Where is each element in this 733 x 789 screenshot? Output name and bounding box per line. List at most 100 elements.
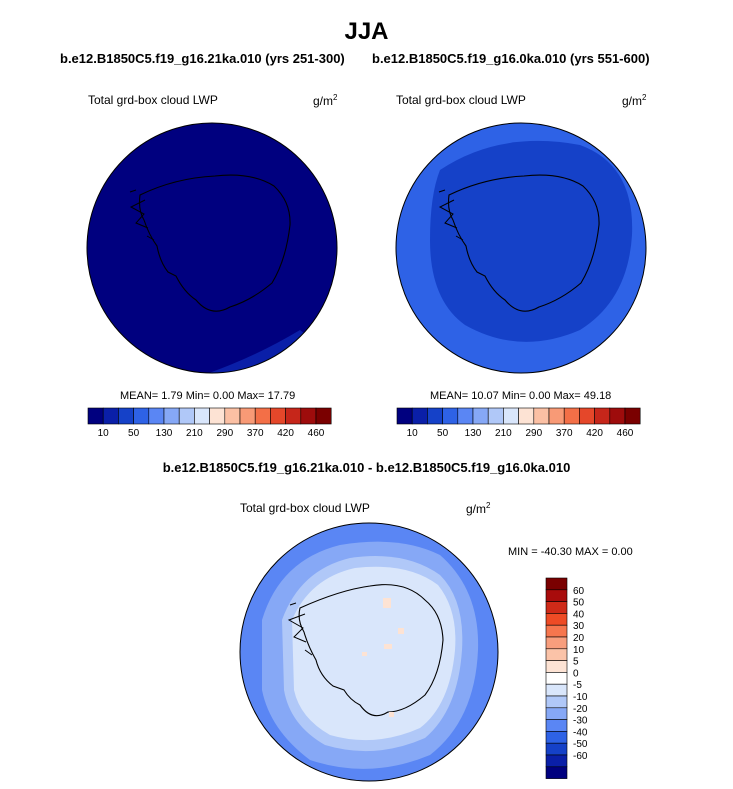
difference-colorbar-tick-label: 0 (573, 668, 579, 679)
panel2-colorbar-tick-label: 420 (586, 428, 603, 439)
panel1-colorbar-swatch (118, 407, 134, 425)
panel2-colorbar-swatch (427, 407, 443, 425)
difference-colorbar-swatch (545, 707, 568, 720)
panel2-colorbar-swatch (487, 407, 504, 425)
panel1-colorbar-swatch (209, 407, 226, 425)
panel1-colorbar-swatch (148, 407, 165, 425)
panel2-colorbar-swatch (518, 407, 535, 425)
panel1-colorbar-tick-label: 10 (98, 428, 110, 439)
difference-colorbar-swatch (545, 754, 568, 768)
panel2-colorbar-swatch (624, 407, 641, 425)
panel2-colorbar-tick-label: 290 (525, 428, 542, 439)
panel1-case-title: b.e12.B1850C5.f19_g16.21ka.010 (yrs 251-… (60, 51, 345, 66)
difference-map (239, 522, 499, 782)
difference-colorbar-tick-label: 5 (573, 657, 579, 668)
panel1-colorbar-tick-label: 210 (186, 428, 203, 439)
difference-colorbar-tick-label: 20 (573, 633, 585, 644)
positive-anomaly-patches (362, 598, 404, 717)
panel2-colorbar-tick-label: 460 (617, 428, 634, 439)
difference-title: b.e12.B1850C5.f19_g16.21ka.010 - b.e12.B… (162, 460, 571, 475)
difference-colorbar-swatch (545, 731, 568, 744)
panel2-map (395, 122, 647, 374)
panel2-colorbar-tick-label: 50 (437, 428, 449, 439)
difference-colorbar-swatch (545, 766, 568, 779)
difference-colorbar-tick-label: 30 (573, 621, 585, 632)
panel1-colorbar-swatch (270, 407, 286, 425)
panel2-colorbar-swatch (563, 407, 580, 425)
panel1-colorbar-swatch (102, 407, 119, 425)
panel1-colorbar-tick-label: 130 (156, 428, 173, 439)
panel1-colorbar-tick-label: 50 (128, 428, 140, 439)
panel1-colorbar-swatch (300, 407, 317, 425)
difference-colorbar-swatch (545, 577, 568, 591)
difference-colorbar-swatch (545, 695, 568, 709)
difference-colorbar-tick-label: 10 (573, 645, 585, 656)
panel2-stats: MEAN= 10.07 Min= 0.00 Max= 49.18 (430, 390, 612, 402)
difference-colorbar-tick-label: -60 (573, 751, 588, 762)
panel1-colorbar-swatch (224, 407, 241, 425)
difference-colorbar-swatch (545, 601, 568, 614)
panel2-colorbar-swatch (411, 407, 428, 425)
difference-colorbar-swatch (545, 742, 568, 756)
diff-units: g/m2 (466, 501, 491, 516)
difference-colorbar-swatch (545, 624, 568, 638)
difference-coastline (298, 584, 444, 717)
panel2-coastline (447, 174, 600, 312)
panel1-colorbar-swatch (239, 407, 256, 425)
difference-colorbar-swatch (545, 589, 568, 602)
panel2-colorbar-swatch (533, 407, 550, 425)
panel2-colorbar-swatch (472, 407, 489, 425)
difference-colorbar-swatch (545, 660, 568, 673)
panel1-variable-label: Total grd-box cloud LWP (88, 93, 218, 107)
panel1-colorbar-tick-label: 420 (277, 428, 294, 439)
difference-colorbar-tick-label: 40 (573, 609, 585, 620)
difference-colorbar-tick-label: -20 (573, 704, 588, 715)
panel2-variable-label: Total grd-box cloud LWP (396, 93, 526, 107)
difference-colorbar-tick-label: 60 (573, 586, 585, 597)
panel1-colorbar-swatch (254, 407, 271, 425)
difference-colorbar-swatch (545, 719, 568, 732)
panel1-colorbar-swatch (315, 407, 332, 425)
panel2-colorbar-swatch (503, 407, 519, 425)
difference-colorbar-swatch (545, 613, 568, 626)
panel1-units: g/m2 (313, 93, 338, 108)
difference-colorbar-swatch (545, 672, 568, 685)
difference-colorbar-tick-label: -40 (573, 727, 588, 738)
panel2-colorbar: 10 50 130 210 290 370 420 460 (396, 407, 641, 439)
figure-title: JJA (344, 18, 389, 45)
diff-variable-label: Total grd-box cloud LWP (240, 501, 370, 515)
diff-minmax: MIN = -40.30 MAX = 0.00 (508, 546, 633, 558)
panel1-colorbar-swatch (285, 407, 302, 425)
panel2-units: g/m2 (622, 93, 647, 108)
panel2-colorbar-swatch (442, 407, 459, 425)
panel1-colorbar: 10 50 130 210 290 370 420 460 (87, 407, 332, 439)
difference-colorbar-tick-label: 50 (573, 598, 585, 609)
panel2-colorbar-tick-label: 370 (556, 428, 573, 439)
panel1-coastline (138, 174, 291, 312)
panel1-colorbar-swatch (133, 407, 150, 425)
panel1-colorbar-tick-label: 370 (247, 428, 264, 439)
panel1-stats: MEAN= 1.79 Min= 0.00 Max= 17.79 (120, 390, 296, 402)
panel1-colorbar-swatch (163, 407, 180, 425)
difference-colorbar-tick-label: -5 (573, 680, 582, 691)
panel1-colorbar-swatch (178, 407, 195, 425)
panel2-colorbar-swatch (594, 407, 611, 425)
difference-colorbar-tick-label: -10 (573, 692, 588, 703)
panel1-colorbar-swatch (194, 407, 210, 425)
difference-colorbar-tick-label: -50 (573, 739, 588, 750)
difference-colorbar-tick-label: -30 (573, 716, 588, 727)
difference-colorbar-swatch (545, 636, 568, 650)
difference-colorbar-swatch (545, 683, 568, 697)
panel2-colorbar-swatch (548, 407, 565, 425)
panel2-colorbar-tick-label: 210 (495, 428, 512, 439)
panel2-colorbar-tick-label: 10 (407, 428, 419, 439)
panel2-colorbar-swatch (579, 407, 595, 425)
panel1-colorbar-tick-label: 290 (216, 428, 233, 439)
panel2-colorbar-swatch (457, 407, 474, 425)
panel2-case-title: b.e12.B1850C5.f19_g16.0ka.010 (yrs 551-6… (372, 51, 650, 66)
panel1-map (86, 122, 338, 374)
panel1-colorbar-swatch (87, 407, 104, 425)
panel2-colorbar-tick-label: 130 (465, 428, 482, 439)
